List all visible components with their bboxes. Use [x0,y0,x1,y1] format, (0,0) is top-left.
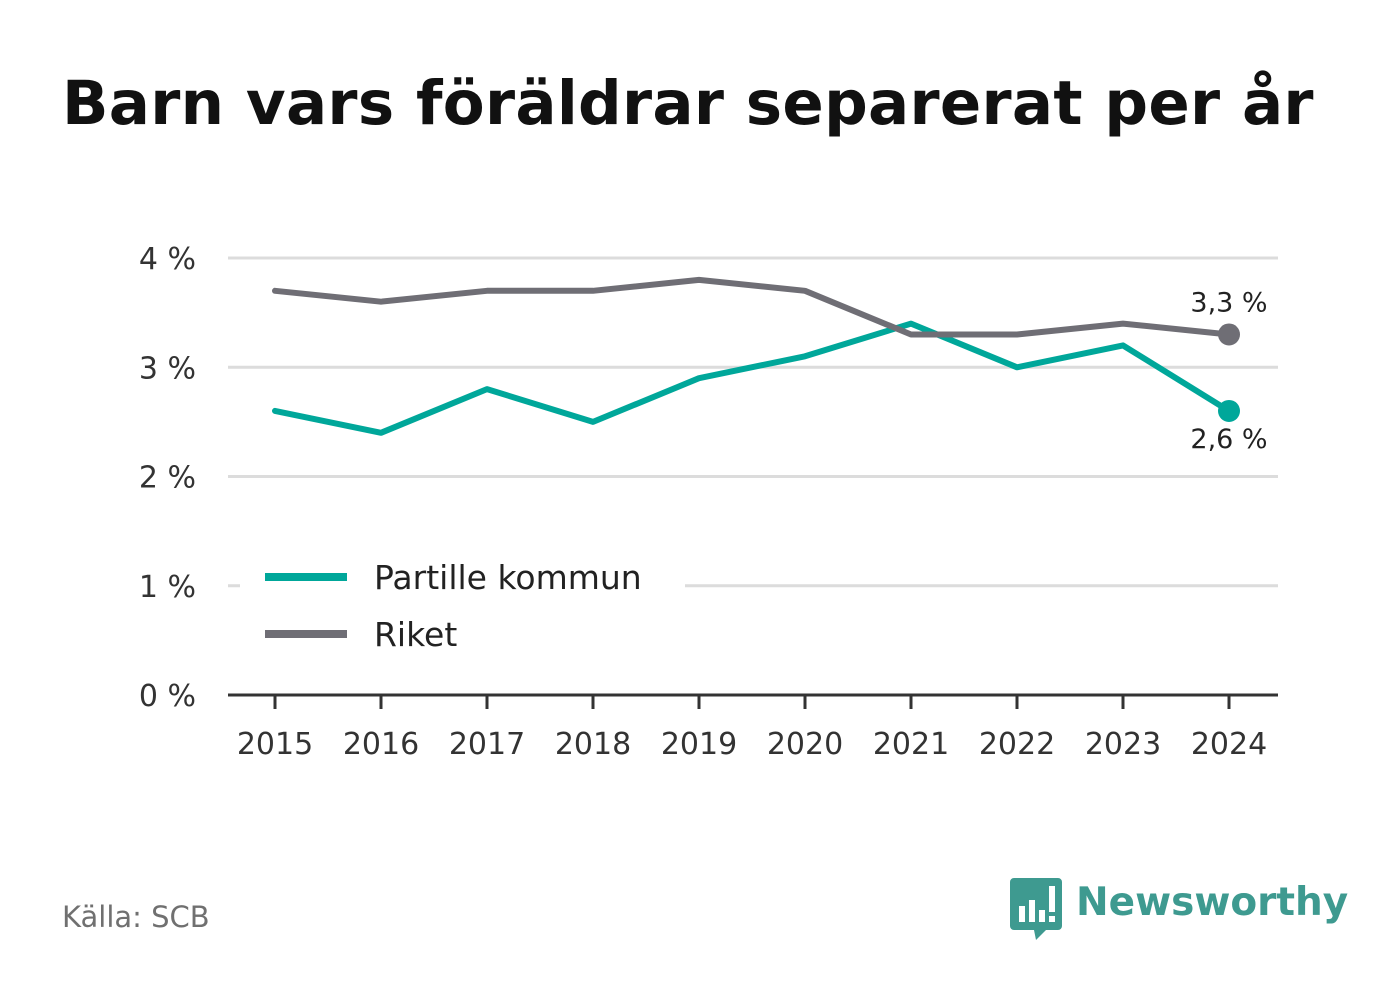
grid-lines [228,256,1278,588]
x-tick-label: 2020 [767,727,843,762]
end-label-partille: 2,6 % [1190,424,1267,455]
brand-logo: Newsworthy [1010,878,1348,942]
y-tick-label: 1 % [139,570,196,605]
end-point-partille [1218,399,1240,422]
x-tick-label: 2021 [873,727,949,762]
chart-title: Barn vars föräldrar separerat per år [62,68,1314,139]
x-tick-label: 2018 [555,727,631,762]
x-tick-label: 2022 [979,727,1055,762]
end-point-riket [1218,323,1240,346]
x-tick-label: 2016 [343,727,419,762]
y-tick-label: 0 % [139,679,196,714]
x-tick-label: 2023 [1085,727,1161,762]
x-axis: 2015 2016 2017 2018 2019 2020 2021 2022 2023 2024 [228,693,1278,762]
y-axis-ticks: 0 % 1 % 2 % 3 % 4 % [139,242,196,714]
y-tick-label: 2 % [139,461,196,496]
legend-background [240,548,685,666]
x-tick-label: 2015 [237,727,313,762]
brand-name: Newsworthy [1076,879,1349,925]
series-line-partille [272,320,1232,436]
series-line-riket [272,276,1232,338]
end-points: 2,6 % 3,3 % [1190,287,1267,454]
y-tick-label: 3 % [139,351,196,386]
legend: Partille kommun Riket [240,548,685,666]
series-lines [272,276,1232,436]
end-label-riket: 3,3 % [1190,287,1267,318]
source-note: Källa: SCB [62,900,210,934]
x-tick-label: 2024 [1191,727,1267,762]
legend-label-partille: Partille kommun [374,558,642,597]
y-tick-label: 4 % [139,242,196,277]
newsworthy-logo-icon [1010,878,1062,940]
legend-label-riket: Riket [374,615,457,654]
x-tick-label: 2019 [661,727,737,762]
x-tick-label: 2017 [449,727,525,762]
